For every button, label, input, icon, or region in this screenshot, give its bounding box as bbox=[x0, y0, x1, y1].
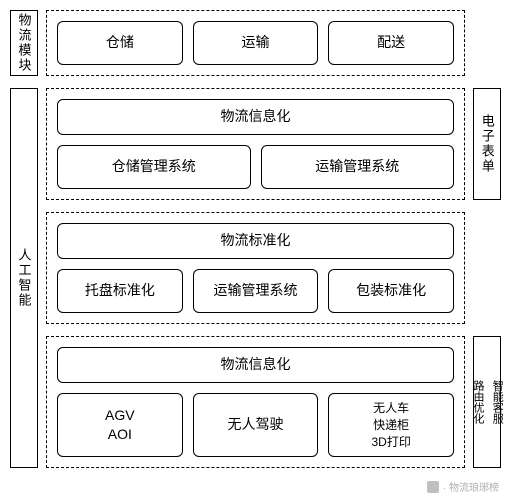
cell-pallet: 托盘标准化 bbox=[57, 269, 183, 313]
label-smart-route: 智能客服 路由优化 bbox=[473, 336, 501, 468]
label-logistics-module: 物流模块 bbox=[10, 10, 38, 76]
cell-autodrive: 无人驾驶 bbox=[193, 393, 319, 457]
txt-aoi: AOI bbox=[108, 425, 132, 445]
section2-items: 托盘标准化 运输管理系统 包装标准化 bbox=[57, 269, 454, 313]
header-standard: 物流标准化 bbox=[57, 223, 454, 259]
cell-tms2: 运输管理系统 bbox=[193, 269, 319, 313]
box-logistics-module: 仓储 运输 配送 bbox=[46, 10, 465, 76]
box-info2: 物流信息化 AGV AOI 无人驾驶 无人车 快递柜 3D打印 bbox=[46, 336, 465, 468]
watermark-text: · 物流琅琊榜 bbox=[443, 479, 499, 494]
header-info2: 物流信息化 bbox=[57, 347, 454, 383]
section3-wrapper: 物流信息化 AGV AOI 无人驾驶 无人车 快递柜 3D打印 bbox=[46, 336, 501, 468]
cell-packaging: 包装标准化 bbox=[328, 269, 454, 313]
watermark: · 物流琅琊榜 bbox=[427, 479, 499, 494]
section3-items: AGV AOI 无人驾驶 无人车 快递柜 3D打印 bbox=[57, 393, 454, 457]
box-info1: 物流信息化 仓储管理系统 运输管理系统 bbox=[46, 88, 465, 200]
txt-3dprint: 3D打印 bbox=[372, 434, 411, 451]
txt-unmanned-car: 无人车 bbox=[373, 400, 409, 417]
section1-header-row: 物流信息化 bbox=[57, 99, 454, 135]
ai-sections: 物流信息化 仓储管理系统 运输管理系统 电子表单 物流标准化 托盘标准化 运输管… bbox=[46, 88, 501, 468]
cell-unmanned: 无人车 快递柜 3D打印 bbox=[328, 393, 454, 457]
spacer bbox=[473, 10, 501, 76]
section1-items: 仓储管理系统 运输管理系统 bbox=[57, 145, 454, 189]
row-logistics-module: 物流模块 仓储 运输 配送 bbox=[10, 10, 501, 76]
cell-warehouse: 仓储 bbox=[57, 21, 183, 65]
cell-transport: 运输 bbox=[193, 21, 319, 65]
row-ai-group: 人工智能 物流信息化 仓储管理系统 运输管理系统 电子表单 物流标准化 bbox=[10, 88, 501, 468]
header-info1: 物流信息化 bbox=[57, 99, 454, 135]
section2-header-row: 物流标准化 bbox=[57, 223, 454, 259]
cell-wms: 仓储管理系统 bbox=[57, 145, 251, 189]
label-eform: 电子表单 bbox=[473, 88, 501, 200]
cell-agv-aoi: AGV AOI bbox=[57, 393, 183, 457]
txt-smart-cs: 智能客服 bbox=[490, 380, 503, 424]
txt-autodrive: 无人驾驶 bbox=[228, 415, 284, 435]
wechat-icon bbox=[427, 481, 439, 493]
section3-header-row: 物流信息化 bbox=[57, 347, 454, 383]
box-standard: 物流标准化 托盘标准化 运输管理系统 包装标准化 bbox=[46, 212, 465, 324]
txt-route-opt: 路由优化 bbox=[471, 380, 484, 424]
cell-delivery: 配送 bbox=[328, 21, 454, 65]
txt-locker: 快递柜 bbox=[373, 417, 409, 434]
txt-agv: AGV bbox=[105, 406, 135, 426]
cell-tms1: 运输管理系统 bbox=[261, 145, 455, 189]
spacer bbox=[473, 212, 501, 324]
section2-wrapper: 物流标准化 托盘标准化 运输管理系统 包装标准化 bbox=[46, 212, 501, 324]
row-top-items: 仓储 运输 配送 bbox=[57, 21, 454, 65]
section1-wrapper: 物流信息化 仓储管理系统 运输管理系统 电子表单 bbox=[46, 88, 501, 200]
label-ai: 人工智能 bbox=[10, 88, 38, 468]
